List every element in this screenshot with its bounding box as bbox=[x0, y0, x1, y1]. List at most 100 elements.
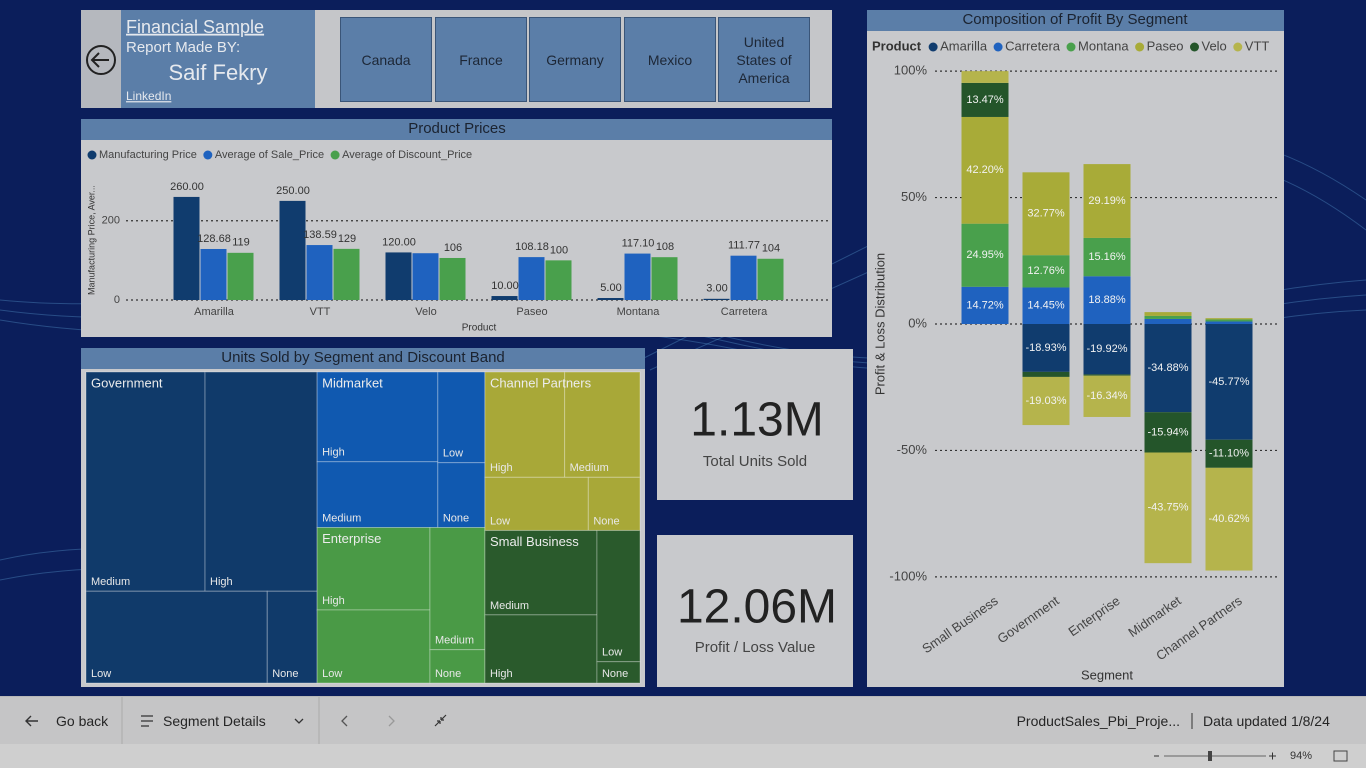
country-button[interactable]: Mexico bbox=[624, 17, 716, 102]
data-label: 100 bbox=[550, 244, 568, 256]
tile-label: Medium bbox=[322, 512, 361, 524]
y-tick-label: 0 bbox=[114, 294, 120, 306]
card-value: 1.13M bbox=[690, 394, 823, 447]
data-label: 138.59 bbox=[303, 229, 337, 241]
country-button[interactable]: France bbox=[435, 17, 527, 102]
card bbox=[657, 535, 853, 687]
bar bbox=[730, 255, 757, 300]
treemap-tile bbox=[429, 649, 486, 684]
data-updated: Data updated 1/8/24 bbox=[1203, 713, 1330, 729]
bar-segment bbox=[961, 223, 1009, 287]
chart-title: Units Sold by Segment and Discount Band bbox=[221, 349, 505, 366]
data-label: 108.18 bbox=[515, 241, 549, 253]
y-axis-title: Manufacturing Price, Aver... bbox=[86, 185, 96, 295]
zoom-level: 94% bbox=[1290, 750, 1313, 762]
tile-label: None bbox=[593, 515, 619, 527]
legend-swatch bbox=[1066, 42, 1076, 52]
file-name: ProductSales_Pbi_Proje... bbox=[1016, 713, 1180, 729]
treemap-tile bbox=[564, 371, 641, 478]
country-button[interactable]: Germany bbox=[529, 17, 621, 102]
data-label: 14.45% bbox=[1027, 300, 1065, 312]
data-label: 29.19% bbox=[1088, 195, 1126, 207]
fit-page[interactable] bbox=[1333, 750, 1348, 762]
treemap-tile bbox=[85, 371, 206, 592]
next-page[interactable] bbox=[388, 715, 395, 727]
legend-swatch bbox=[1135, 42, 1145, 52]
y-tick-label: -50% bbox=[897, 442, 928, 457]
zoom-thumb[interactable] bbox=[1208, 751, 1212, 761]
treemap-tile bbox=[484, 614, 598, 684]
data-label: 24.95% bbox=[966, 249, 1004, 261]
card-label: Profit / Loss Value bbox=[695, 639, 816, 656]
tile-label: Low bbox=[602, 647, 622, 659]
data-label: 111.77 bbox=[728, 240, 760, 252]
bar bbox=[385, 252, 412, 300]
bar-segment bbox=[1083, 237, 1131, 277]
bar-segment bbox=[961, 286, 1009, 324]
pages-icon[interactable] bbox=[141, 715, 153, 727]
zoom-bar: 94% bbox=[0, 744, 1366, 768]
x-tick-label: Paseo bbox=[516, 306, 547, 318]
fullscreen-toggle[interactable] bbox=[434, 714, 447, 727]
bar-segment bbox=[1144, 315, 1192, 319]
panel-title-bar bbox=[81, 348, 645, 369]
go-back[interactable]: Go back bbox=[56, 713, 109, 729]
back-arrow-icon[interactable] bbox=[25, 715, 38, 727]
bar bbox=[200, 248, 227, 300]
treemap-tile bbox=[587, 476, 641, 531]
treemap-tile bbox=[437, 371, 486, 464]
bar-segment bbox=[1083, 324, 1131, 375]
group-label: Midmarket bbox=[322, 375, 383, 390]
treemap-tile bbox=[316, 609, 431, 684]
group-label: Government bbox=[91, 375, 163, 390]
legend-label: Paseo bbox=[1147, 38, 1184, 53]
legend-swatch bbox=[203, 150, 213, 160]
back-icon[interactable] bbox=[86, 45, 116, 75]
prev-page[interactable] bbox=[341, 715, 348, 727]
tile-label: Low bbox=[322, 668, 342, 680]
bar-segment bbox=[1022, 172, 1070, 256]
group-label: Small Business bbox=[490, 534, 579, 549]
legend-label: Manufacturing Price bbox=[99, 149, 197, 161]
group-label: Channel Partners bbox=[490, 375, 592, 390]
tile-label: Low bbox=[91, 668, 111, 680]
legend-label: Amarilla bbox=[940, 38, 988, 53]
legend-swatch bbox=[330, 150, 340, 160]
zoom-in[interactable] bbox=[1269, 752, 1276, 760]
bar bbox=[703, 298, 730, 300]
report-title[interactable]: Financial Sample bbox=[126, 17, 264, 37]
page-selector[interactable]: Segment Details bbox=[163, 713, 266, 729]
bar bbox=[545, 260, 572, 300]
tile-label: None bbox=[602, 668, 628, 680]
bar-segment bbox=[961, 82, 1009, 117]
data-label: -34.88% bbox=[1148, 362, 1189, 374]
legend-label: VTT bbox=[1245, 38, 1270, 53]
data-label: 15.16% bbox=[1088, 251, 1126, 263]
bar bbox=[651, 257, 678, 300]
country-button[interactable]: United States of America bbox=[718, 17, 810, 102]
panel-title-bar bbox=[867, 10, 1284, 31]
bar-segment bbox=[1083, 164, 1131, 238]
data-label: -19.03% bbox=[1026, 395, 1067, 407]
dropdown-chevron[interactable] bbox=[294, 718, 304, 724]
data-label: 128.68 bbox=[197, 233, 231, 245]
data-label: 260.00 bbox=[170, 181, 204, 193]
legend-swatch bbox=[1189, 42, 1199, 52]
zoom-controls bbox=[1154, 750, 1348, 762]
tile-label: Medium bbox=[91, 576, 130, 588]
bar bbox=[597, 298, 624, 300]
bar-segment bbox=[1144, 318, 1192, 324]
linkedin-link[interactable]: LinkedIn bbox=[126, 89, 171, 103]
x-axis-title: Product bbox=[462, 323, 497, 334]
country-button[interactable]: Canada bbox=[340, 17, 432, 102]
treemap-tile bbox=[204, 371, 318, 592]
data-label: 108 bbox=[656, 241, 674, 253]
y-axis-title: Profit & Loss Distribution bbox=[872, 253, 887, 395]
x-tick-label: Velo bbox=[415, 306, 436, 318]
bar-segment bbox=[1144, 312, 1192, 316]
bar-segment bbox=[1144, 324, 1192, 413]
data-label: 3.00 bbox=[706, 283, 727, 295]
chart-title: Product Prices bbox=[408, 120, 506, 137]
card-value: 12.06M bbox=[677, 581, 837, 634]
